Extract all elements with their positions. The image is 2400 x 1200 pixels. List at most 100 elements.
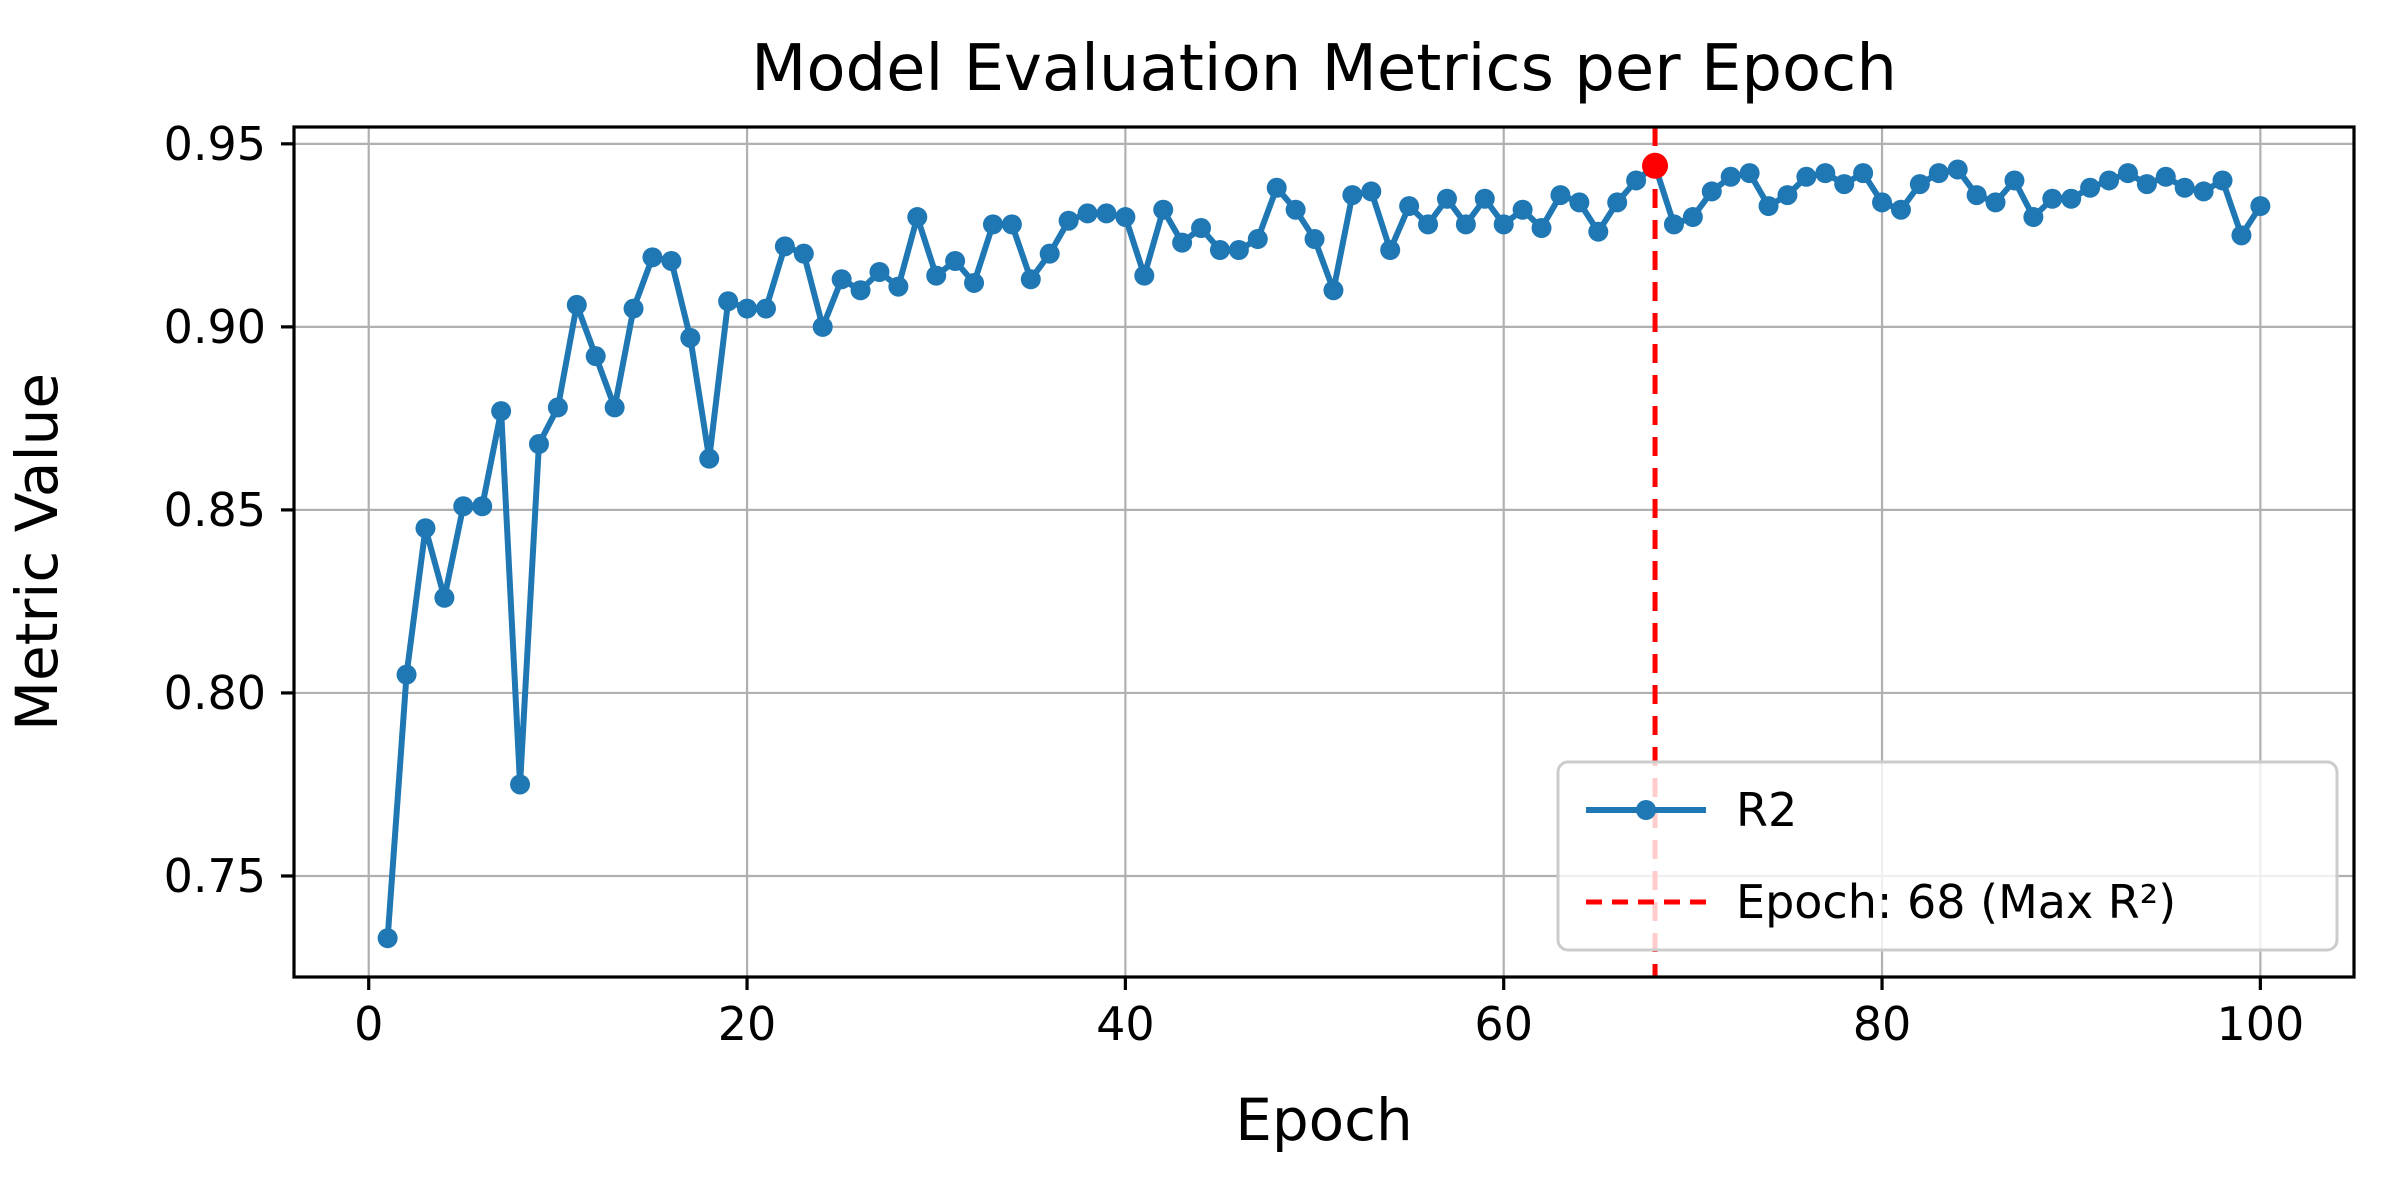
data-point [1777, 185, 1798, 206]
data-point [1701, 181, 1722, 202]
data-point [2061, 188, 2082, 209]
data-point [1909, 174, 1930, 195]
data-point [604, 397, 625, 418]
data-point [1455, 214, 1476, 235]
data-point [1474, 188, 1495, 209]
legend-label-r2: R2 [1736, 783, 1797, 837]
data-point [510, 774, 531, 795]
x-tick-label: 100 [2216, 997, 2304, 1051]
legend-entry-max-epoch: Epoch: 68 (Max R²) [1586, 875, 2176, 929]
data-point [2155, 166, 2176, 187]
data-point [472, 496, 493, 517]
data-point [1663, 214, 1684, 235]
data-point [1418, 214, 1439, 235]
data-point [396, 664, 417, 685]
data-point [812, 316, 833, 337]
legend-marker-sample-icon [1636, 800, 1656, 820]
data-point [2099, 170, 2120, 191]
data-point [793, 243, 814, 264]
data-point [1966, 185, 1987, 206]
data-point [1077, 203, 1098, 224]
data-point [1020, 269, 1041, 290]
data-point [434, 587, 455, 608]
data-point [850, 280, 871, 301]
data-point [2117, 163, 2138, 184]
data-point [1191, 218, 1212, 239]
plot-border [292, 125, 2356, 979]
x-tick-label: 0 [354, 997, 383, 1051]
data-point [1682, 207, 1703, 228]
data-point [2136, 174, 2157, 195]
data-point [1399, 196, 1420, 217]
data-point [1512, 199, 1533, 220]
x-tick-label: 20 [718, 997, 777, 1051]
data-point [1039, 243, 1060, 264]
data-point [1834, 174, 1855, 195]
data-point [1153, 199, 1174, 220]
data-point [1228, 239, 1249, 260]
max-r2-point [1642, 152, 1669, 179]
y-tick-label: 0.85 [164, 483, 266, 537]
data-point [869, 261, 890, 282]
data-point [2042, 188, 2063, 209]
y-tick-label: 0.75 [164, 849, 266, 903]
data-point [737, 298, 758, 319]
data-point [945, 250, 966, 271]
data-point [1209, 239, 1230, 260]
legend: R2 Epoch: 68 (Max R²) [1556, 760, 2339, 952]
data-point [1890, 199, 1911, 220]
data-point [547, 397, 568, 418]
data-point [1342, 185, 1363, 206]
y-tick-label: 0.95 [164, 117, 266, 171]
data-point [453, 496, 474, 517]
data-point [585, 346, 606, 367]
data-point [699, 448, 720, 469]
data-point [642, 247, 663, 268]
data-point [1985, 192, 2006, 213]
data-point [718, 291, 739, 312]
data-point [1928, 163, 1949, 184]
data-point [2212, 170, 2233, 191]
data-point [377, 928, 398, 949]
data-point [982, 214, 1003, 235]
data-point [2193, 181, 2214, 202]
data-point [1626, 170, 1647, 191]
data-point [1588, 221, 1609, 242]
data-point [1436, 188, 1457, 209]
data-point [1172, 232, 1193, 253]
data-point [755, 298, 776, 319]
data-point [1531, 218, 1552, 239]
data-point [1115, 207, 1136, 228]
y-tick-label: 0.90 [164, 300, 266, 354]
data-point [491, 401, 512, 422]
data-point [661, 250, 682, 271]
y-axis-label: Metric Value [3, 373, 71, 731]
series-layer [377, 152, 2271, 949]
x-axis-label: Epoch [1235, 1086, 1413, 1154]
data-point [1815, 163, 1836, 184]
plot-border-layer [292, 125, 2356, 979]
data-point [2080, 177, 2101, 198]
data-point [2250, 196, 2271, 217]
data-point [926, 265, 947, 286]
data-point [1947, 159, 1968, 180]
data-point [1380, 239, 1401, 260]
data-point [1493, 214, 1514, 235]
data-point [1001, 214, 1022, 235]
data-point [831, 269, 852, 290]
data-point [1096, 203, 1117, 224]
data-point [415, 518, 436, 539]
data-point [1720, 166, 1741, 187]
data-point [1285, 199, 1306, 220]
x-tick-label: 40 [1096, 997, 1155, 1051]
data-point [1247, 229, 1268, 250]
data-point [1607, 192, 1628, 213]
x-tick-label: 60 [1474, 997, 1533, 1051]
legend-label-max-epoch: Epoch: 68 (Max R²) [1736, 875, 2176, 929]
data-point [907, 207, 928, 228]
grid-layer [294, 127, 2354, 977]
data-point [1796, 166, 1817, 187]
data-point [2174, 177, 2195, 198]
